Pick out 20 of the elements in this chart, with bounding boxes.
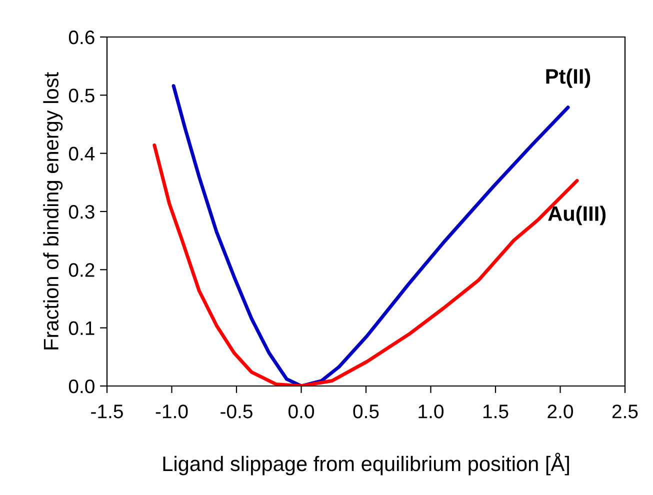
y-tick-label: 0.0 <box>68 379 94 394</box>
y-tick-label: 0.2 <box>68 263 94 277</box>
x-tick-label: 2.0 <box>548 404 574 418</box>
x-tick-label: -1.5 <box>91 404 123 418</box>
x-axis-title: Ligand slippage from equilibrium position [Å] <box>163 452 569 476</box>
x-tick-label: 1.5 <box>483 404 508 418</box>
y-tick-label: 0.4 <box>68 146 95 161</box>
series-label: Au(III) <box>548 206 606 226</box>
x-tick-label: 1.0 <box>418 404 444 418</box>
series-label: Pt(II) <box>546 68 590 88</box>
x-tick-label: 0.5 <box>353 404 379 418</box>
y-tick-label: 0.6 <box>68 30 94 44</box>
x-tick-label: -1.0 <box>156 404 188 418</box>
y-tick-label: 0.5 <box>68 88 94 102</box>
x-tick-label: 0.0 <box>288 404 314 418</box>
y-axis-title: Fraction of binding energy lost <box>43 72 63 350</box>
y-tick-label: 0.3 <box>68 204 94 219</box>
x-tick-label: 2.5 <box>612 404 638 418</box>
x-tick-label: -0.5 <box>220 404 252 418</box>
y-tick-label: 0.1 <box>68 321 94 336</box>
